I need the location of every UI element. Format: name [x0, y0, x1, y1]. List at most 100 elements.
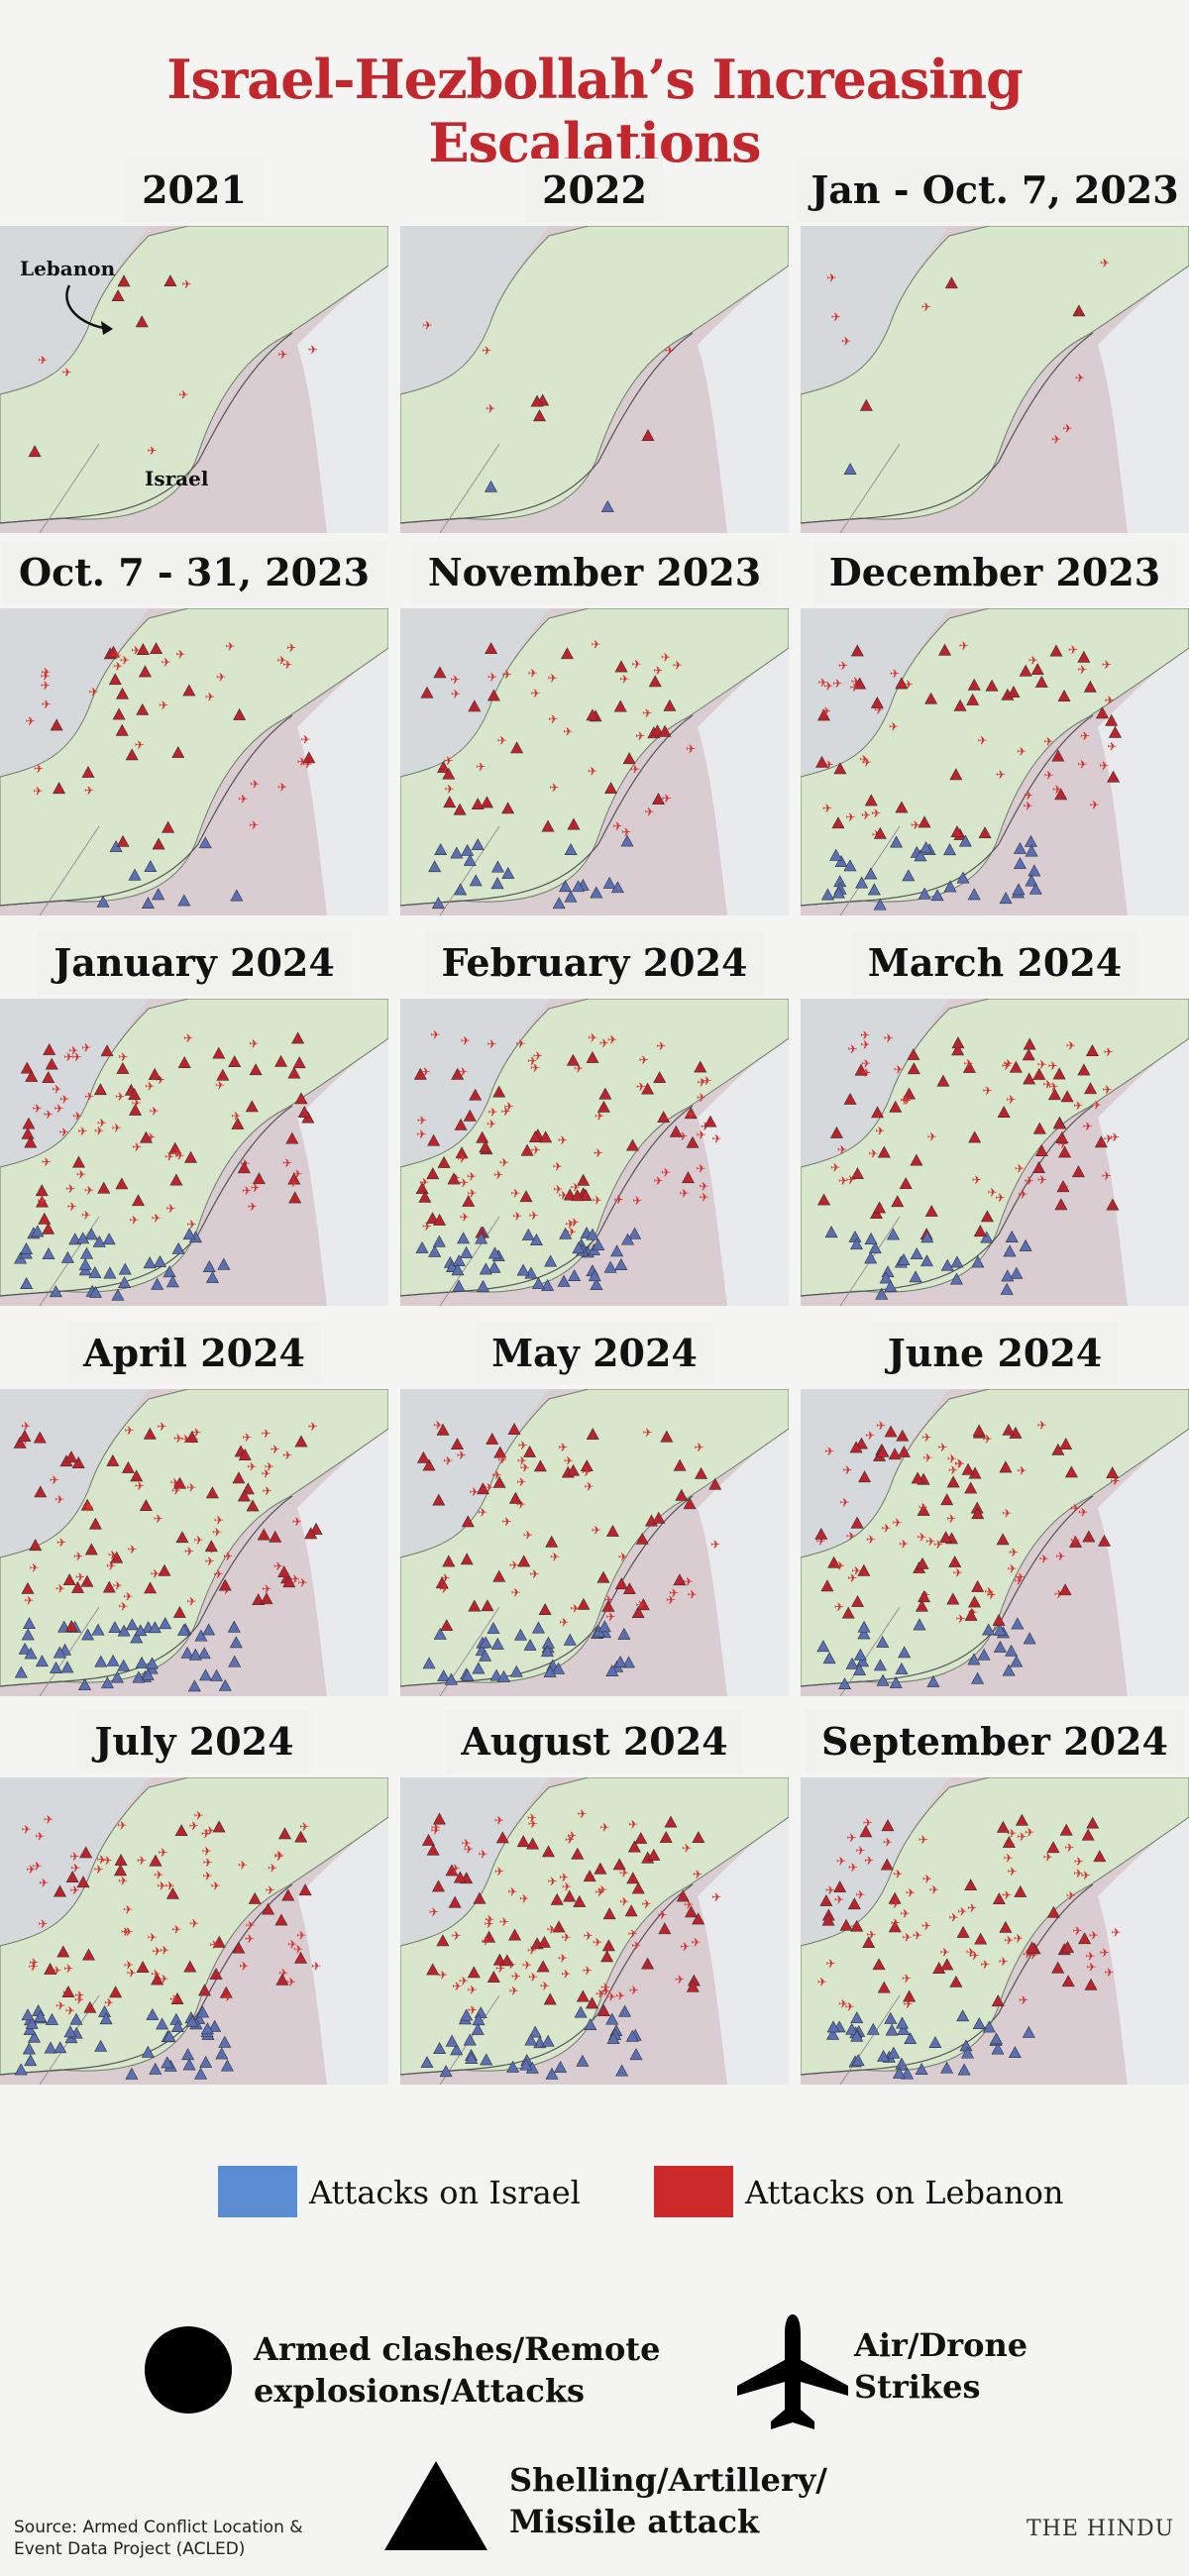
shelling-marker: [94, 1655, 108, 1667]
sea-area: [801, 608, 949, 777]
shelling-marker: [1071, 1165, 1085, 1178]
shelling-marker: [1012, 883, 1026, 896]
air-strike-marker: ✈: [821, 704, 831, 718]
shelling-marker: [1007, 686, 1021, 698]
source-note: Source: Armed Conflict Location & Event …: [14, 2518, 303, 2559]
map: ✈ ✈ ✈ ✈ ✈ ✈ ✈ ✈ ✈ ✈ ✈ ✈ ✈ ✈ ✈ ✈ ✈ ✈ ✈ ✈ ✈ ✈ ✈ ✈ ✈ ✈ ✈ ✈ ✈ ✈ ✈ ✈ ✈ ✈ ✈ ✈ ✈ ✈ ✈ ✈…: [801, 1777, 1189, 2085]
shelling-marker: [829, 1126, 843, 1138]
shelling-marker: [1058, 1145, 1072, 1158]
air-strike-marker: ✈: [74, 1988, 84, 2002]
shelling-marker: [433, 1213, 447, 1226]
air-strike-marker: ✈: [1018, 1187, 1027, 1201]
shelling-marker: [833, 762, 847, 775]
shelling-marker: [1059, 1438, 1073, 1449]
air-strike-marker: ✈: [431, 1823, 441, 1837]
air-strike-marker: ✈: [564, 1453, 574, 1467]
shelling-marker: [450, 2043, 464, 2056]
shelling-marker: [53, 1646, 66, 1659]
shelling-marker: [610, 1244, 624, 1257]
air-strike-marker: ✈: [547, 671, 557, 685]
shelling-marker: [1057, 690, 1071, 701]
panel-label: January 2024: [38, 931, 351, 995]
shelling-marker: [297, 1106, 311, 1118]
air-strike-marker: ✈: [486, 1037, 496, 1051]
shelling-marker: [886, 1228, 900, 1240]
air-strike-marker: ✈: [1015, 1570, 1025, 1584]
air-strike-marker: ✈: [1036, 1419, 1046, 1433]
east-area: [698, 648, 789, 915]
air-strike-marker: ✈: [607, 1032, 617, 1046]
shelling-marker: [648, 675, 662, 688]
border-line: [0, 1495, 293, 1687]
shelling-marker: [864, 1251, 878, 1264]
air-strike-marker: ✈: [486, 1118, 496, 1131]
shelling-marker: [64, 1620, 78, 1632]
shelling-marker: [853, 1663, 867, 1675]
shelling-marker: [162, 2029, 176, 2042]
shelling-marker: [21, 1127, 35, 1139]
shelling-marker: [571, 1847, 585, 1860]
panel-label: 2022: [526, 159, 663, 222]
air-strike-marker: ✈: [186, 1481, 196, 1495]
air-strike-marker: ✈: [486, 402, 495, 416]
air-strike-marker: ✈: [669, 1586, 679, 1600]
air-strike-marker: ✈: [582, 1465, 592, 1479]
air-strike-marker: ✈: [959, 639, 969, 653]
panel-jan-2024: January 2024 ✈ ✈ ✈ ✈ ✈ ✈ ✈ ✈ ✈ ✈ ✈ ✈ ✈ ✈ ✈ ✈ ✈ ✈ ✈ ✈ ✈ ✈ ✈ ✈ ✈ ✈ ✈…: [0, 931, 388, 1328]
shelling-marker: [29, 1539, 43, 1552]
lebanon-area: [400, 999, 789, 1297]
shelling-marker: [859, 1825, 873, 1838]
air-strike-marker: ✈: [548, 712, 558, 726]
air-strike-marker: ✈: [41, 665, 51, 679]
air-strike-marker: ✈: [986, 1588, 996, 1602]
shelling-marker: [479, 1636, 492, 1649]
shelling-marker: [170, 2020, 184, 2032]
air-strike-marker: ✈: [522, 1959, 532, 1973]
air-strike-marker: ✈: [502, 668, 512, 682]
shelling-marker: [116, 834, 130, 847]
shelling-marker: [958, 834, 972, 847]
shelling-marker: [1049, 644, 1063, 657]
shelling-marker: [171, 745, 185, 758]
border-line: [0, 714, 293, 907]
air-strike-marker: ✈: [533, 1049, 543, 1063]
shelling-marker: [600, 499, 614, 512]
shelling-marker: [910, 1247, 923, 1259]
air-strike-marker: ✈: [673, 658, 683, 672]
air-strike-marker: ✈: [1028, 654, 1038, 668]
air-strike-marker: ✈: [1042, 1077, 1052, 1091]
shelling-marker: [165, 1275, 179, 1288]
shelling-marker: [980, 1231, 994, 1243]
shelling-marker: [490, 877, 504, 890]
air-strike-marker: ✈: [925, 1535, 935, 1549]
air-strike-marker: ✈: [593, 1193, 602, 1207]
shelling-marker: [567, 1463, 581, 1476]
air-strike-marker: ✈: [562, 1880, 572, 1894]
shelling-marker: [492, 1085, 506, 1098]
air-strike-marker: ✈: [948, 1463, 958, 1477]
panel-label: April 2024: [67, 1322, 321, 1385]
shelling-marker: [658, 724, 672, 737]
shelling-marker: [991, 1994, 1005, 2007]
shelling-marker: [35, 1184, 49, 1197]
shelling-marker: [88, 1517, 102, 1530]
shelling-marker: [992, 1613, 1006, 1626]
shelling-marker: [467, 1966, 481, 1979]
air-strike-marker: ✈: [686, 742, 696, 756]
shelling-marker: [205, 1486, 219, 1499]
shelling-marker: [559, 1227, 573, 1239]
shelling-marker: [117, 1659, 131, 1671]
air-strike-marker: ✈: [38, 354, 48, 368]
air-strike-marker: ✈: [457, 1151, 467, 1165]
sea-area: [400, 999, 549, 1167]
air-strike-marker: ✈: [565, 1217, 575, 1231]
air-strike-marker: ✈: [1075, 371, 1085, 384]
panel-sep-2024: September 2024 ✈ ✈ ✈ ✈ ✈ ✈ ✈ ✈ ✈ ✈ ✈ ✈ ✈ ✈ ✈ ✈ ✈ ✈ ✈ ✈ ✈ ✈ ✈ ✈ ✈…: [801, 1710, 1189, 2106]
shelling-marker: [496, 1669, 510, 1682]
panel-jan-oct-2023: Jan - Oct. 7, 2023 ✈ ✈ ✈ ✈ ✈ ✈ ✈ ✈: [795, 159, 1189, 555]
shelling-marker: [533, 1459, 547, 1472]
air-strike-marker: ✈: [193, 1534, 203, 1548]
lebanon-area: [400, 1389, 789, 1687]
shelling-marker: [651, 724, 665, 737]
shelling-marker: [1093, 1850, 1107, 1863]
